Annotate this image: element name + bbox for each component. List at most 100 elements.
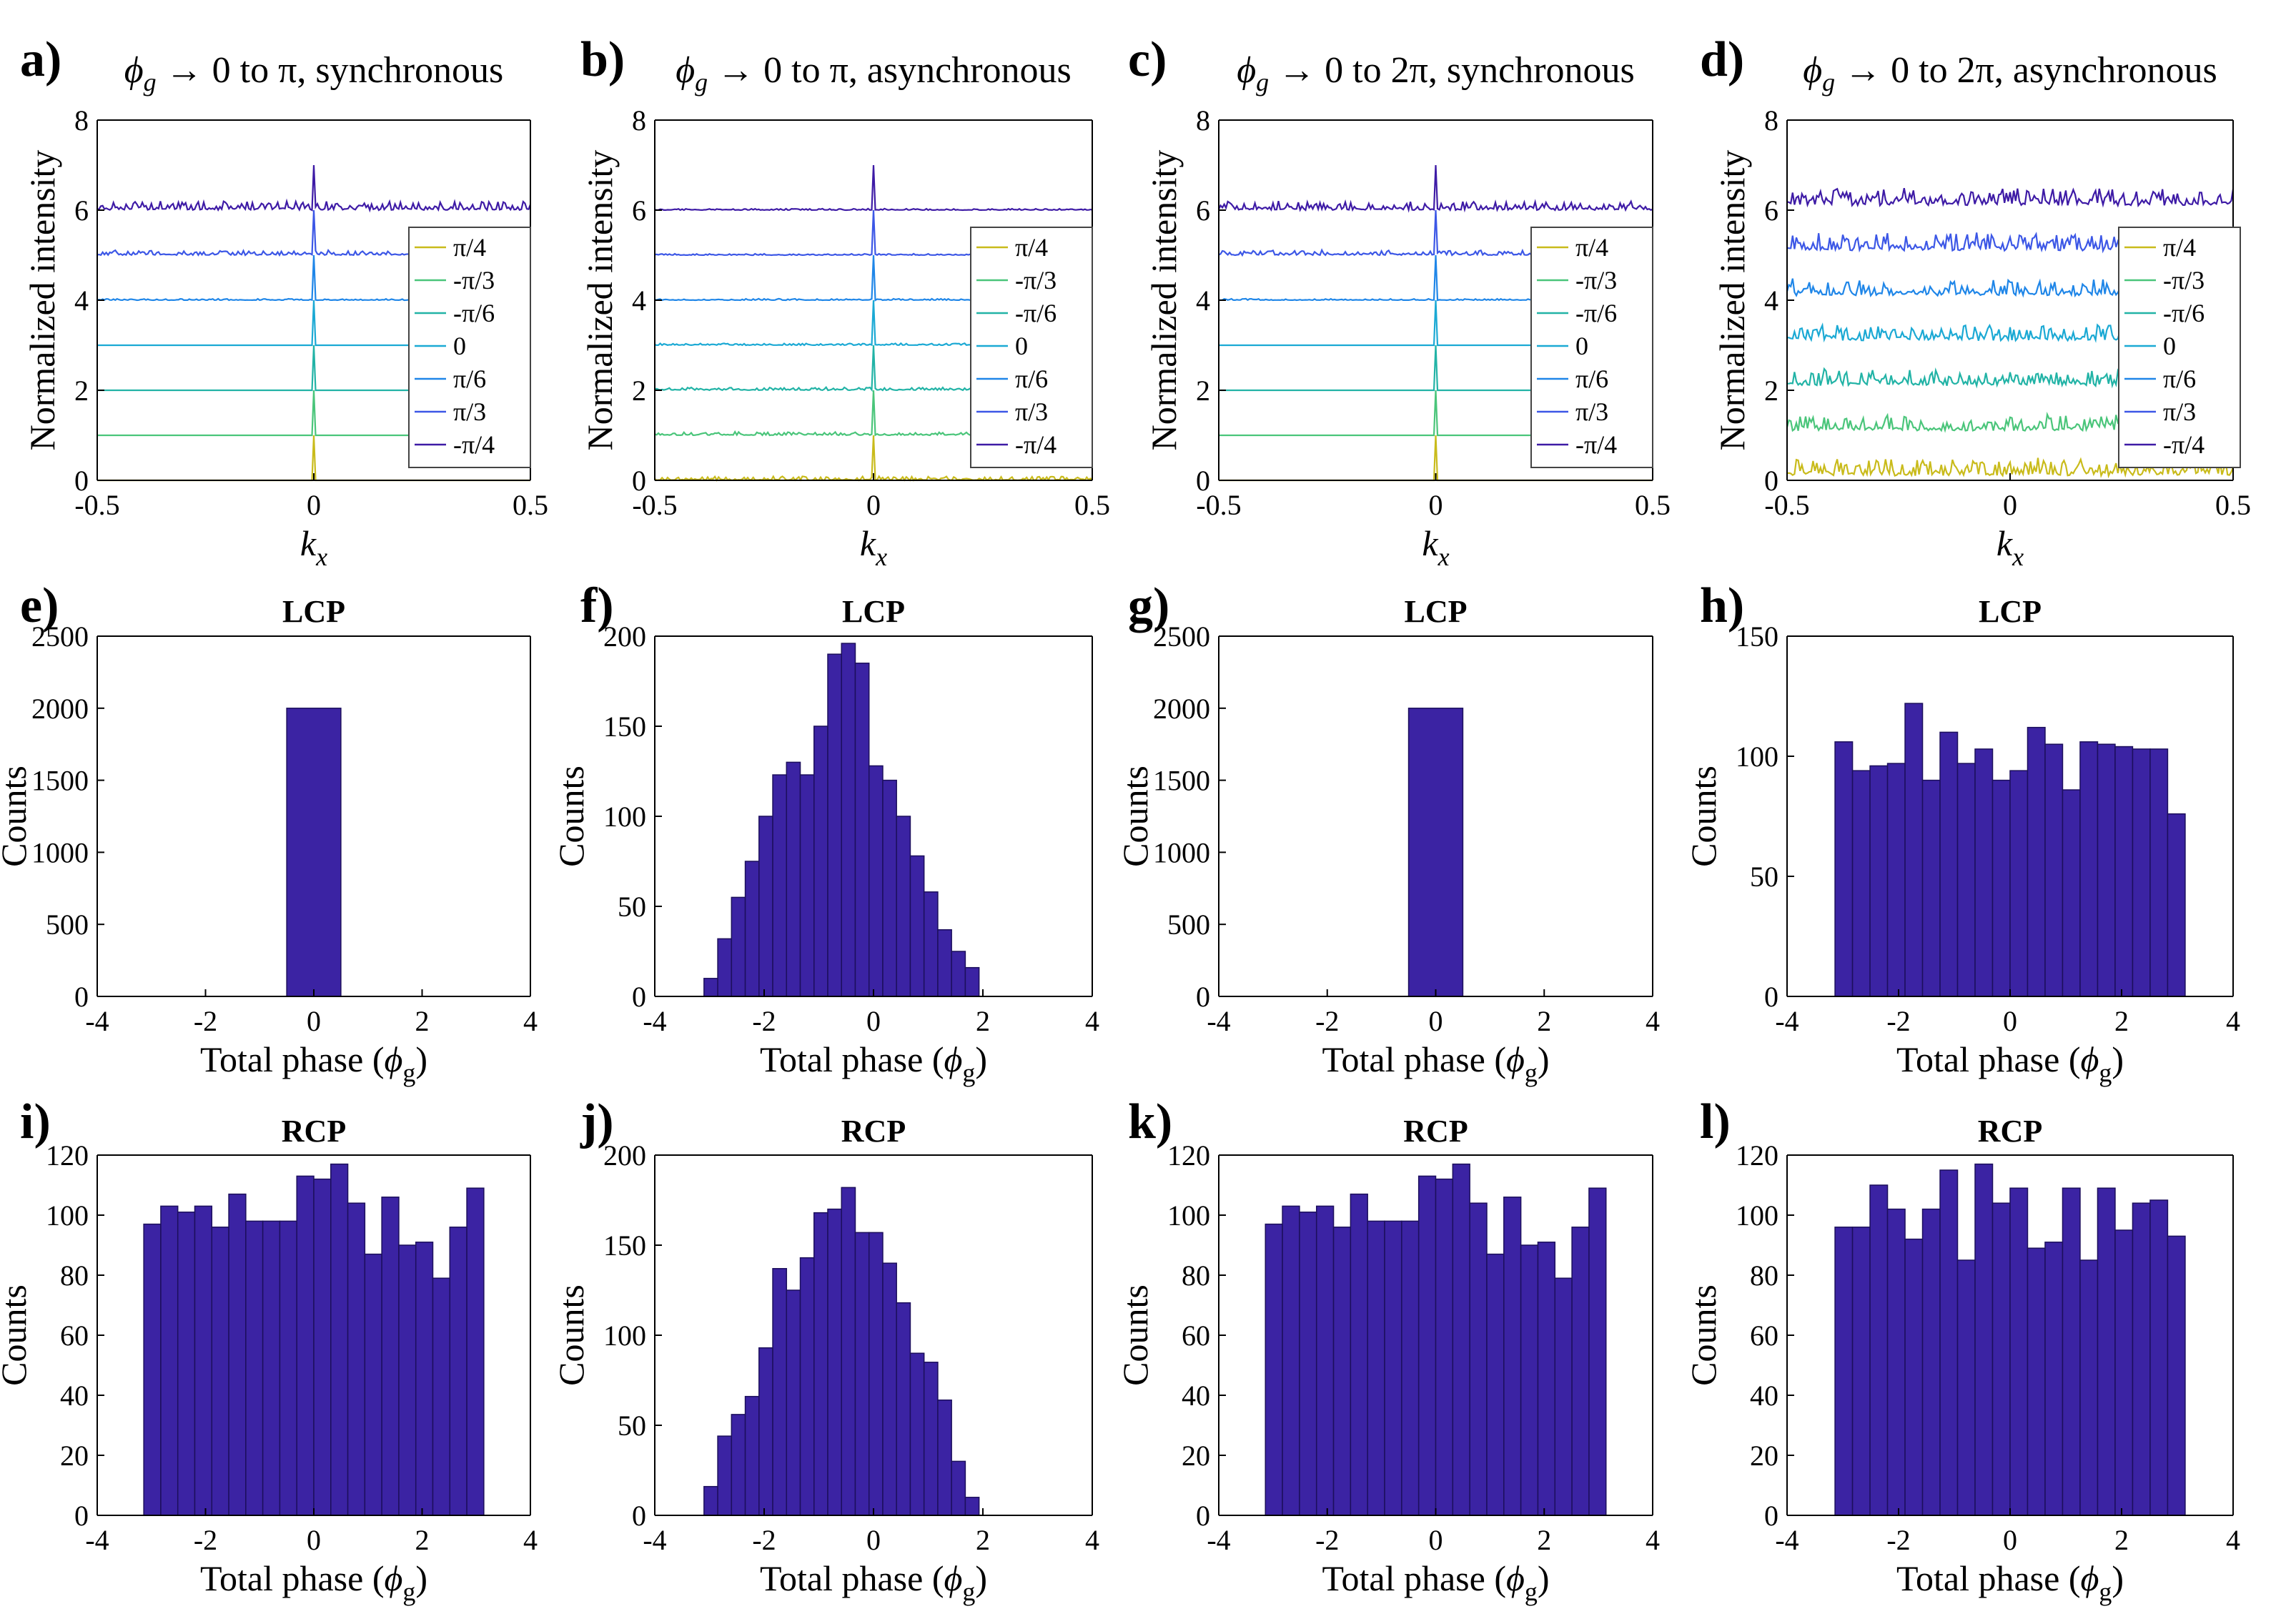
histogram-bar [827, 1208, 842, 1516]
histogram-bar [2167, 813, 2186, 997]
x-label-subscript: g [1525, 1578, 1538, 1606]
y-tick-label: 2 [1764, 375, 1778, 407]
bars-group [703, 643, 980, 997]
histogram-bar [1401, 1220, 1420, 1516]
x-label-close: ) [415, 1558, 427, 1598]
y-axis-label: Counts [0, 766, 34, 867]
histogram-bar [937, 1399, 952, 1516]
x-tick-label: 0 [2003, 489, 2017, 521]
histogram-bar [398, 1244, 417, 1516]
x-label-main: Total phase ( [200, 1039, 385, 1079]
histogram-bar [1904, 1238, 1924, 1516]
y-tick-label: 2500 [31, 620, 89, 653]
histogram-bar [1537, 1242, 1556, 1516]
histogram-bar [951, 951, 966, 997]
histogram-bar [1939, 1169, 1959, 1516]
histogram-bar [1939, 731, 1959, 997]
x-tick-label: 0 [2003, 1524, 2017, 1556]
panel-label: e) [20, 578, 59, 633]
y-tick-label: 8 [632, 104, 646, 137]
panel-h: h) LCP Total phase (ϕg) Counts -4 -2 0 2 4 0 50 100… [1683, 578, 2240, 1087]
histogram-bar [1851, 1227, 1871, 1516]
histogram-bar [758, 1347, 773, 1516]
x-tick-label: 2 [976, 1005, 990, 1037]
y-tick-label: 150 [1736, 620, 1778, 653]
histogram-bar [415, 1242, 434, 1516]
x-label-phi: ϕ [2080, 1039, 2099, 1079]
y-tick-label: 200 [603, 1139, 646, 1172]
legend-label: π/4 [1015, 233, 1048, 262]
title-phi: ϕ [1803, 50, 1822, 91]
y-tick-label: 0 [632, 465, 646, 497]
title-text: → 0 to 2π, asynchronous [1835, 50, 2217, 91]
bars-group [1834, 1163, 2186, 1516]
y-tick-label: 2 [1196, 375, 1210, 407]
panel-c: c) ϕg → 0 to 2π, synchronous kx Normalized … [1128, 32, 1671, 571]
y-tick-label: 100 [603, 1320, 646, 1352]
histogram-bar [211, 1227, 229, 1516]
histogram-bar [731, 896, 746, 997]
x-tick-label: -0.5 [1764, 489, 1809, 521]
y-tick-label: 0 [1196, 1500, 1210, 1532]
histogram-bar [2062, 789, 2081, 997]
histogram-bar [286, 708, 342, 997]
series-group [97, 164, 532, 482]
histogram-bar [347, 1202, 366, 1516]
histogram-bar [1486, 1253, 1505, 1516]
bars-group [286, 708, 342, 997]
x-tick-label: 0.5 [1074, 489, 1110, 521]
title-subscript: g [695, 68, 708, 96]
x-label-main: Total phase ( [1896, 1039, 2081, 1079]
legend-label: -π/4 [1575, 430, 1617, 459]
histogram-bar [1991, 1202, 2011, 1516]
histogram-bar [1834, 1227, 1854, 1516]
y-tick-label: 80 [1182, 1259, 1210, 1292]
x-axis-label: Total phase (ϕg) [1322, 1558, 1549, 1606]
x-label-close: ) [1538, 1039, 1550, 1079]
histogram-bar [1921, 1208, 1941, 1516]
y-tick-label: 40 [60, 1380, 89, 1412]
x-label-main: Total phase ( [760, 1558, 944, 1598]
legend-label: -π/3 [1575, 266, 1617, 294]
y-tick-label: 1500 [31, 765, 89, 797]
histogram-bar [2062, 1187, 2081, 1516]
histogram-bar [882, 779, 897, 997]
legend-label: -π/4 [2163, 430, 2205, 459]
x-label-phi: ϕ [944, 1558, 962, 1598]
legend-label: -π/4 [1015, 430, 1057, 459]
x-axis-label: Total phase (ϕg) [760, 1039, 987, 1087]
legend: π/4 -π/3 -π/6 0 π/6 π/3 -π/4 [408, 227, 531, 468]
x-tick-label: -4 [85, 1524, 109, 1556]
series-line [1218, 164, 1653, 213]
legend: π/4 -π/3 -π/6 0 π/6 π/3 -π/4 [2118, 227, 2241, 468]
x-tick-label: -2 [194, 1005, 217, 1037]
y-tick-label: 100 [46, 1199, 89, 1232]
y-axis-label: Normalized intensity [1144, 150, 1184, 451]
legend-label: π/6 [453, 365, 486, 393]
y-tick-label: 60 [60, 1320, 89, 1352]
chart-title: LCP [1405, 594, 1468, 629]
histogram-bar [1435, 1178, 1454, 1516]
chart-title: RCP [282, 1114, 346, 1149]
histogram-bar [717, 1435, 733, 1516]
y-tick-label: 4 [1764, 284, 1778, 317]
chart-title: LCP [842, 594, 905, 629]
x-label-phi: ϕ [2080, 1558, 2099, 1598]
panel-label: h) [1700, 578, 1744, 633]
histogram-bar [1571, 1227, 1590, 1516]
legend-box [1530, 227, 1653, 468]
y-axis-label: Normalized intensity [22, 150, 62, 451]
title-text: → 0 to π, asynchronous [708, 50, 1072, 91]
histogram-bar [854, 1232, 870, 1516]
y-tick-label: 6 [74, 194, 89, 227]
legend-label: π/6 [1575, 365, 1608, 393]
x-tick-label: -4 [1775, 1005, 1798, 1037]
histogram-bar [1265, 1223, 1283, 1516]
y-tick-label: 2 [74, 375, 89, 407]
legend-label: π/6 [2163, 365, 2196, 393]
histogram-bar [813, 726, 828, 997]
panel-label: k) [1128, 1094, 1172, 1149]
x-tick-label: -2 [194, 1524, 217, 1556]
legend-label: π/4 [1575, 233, 1608, 262]
